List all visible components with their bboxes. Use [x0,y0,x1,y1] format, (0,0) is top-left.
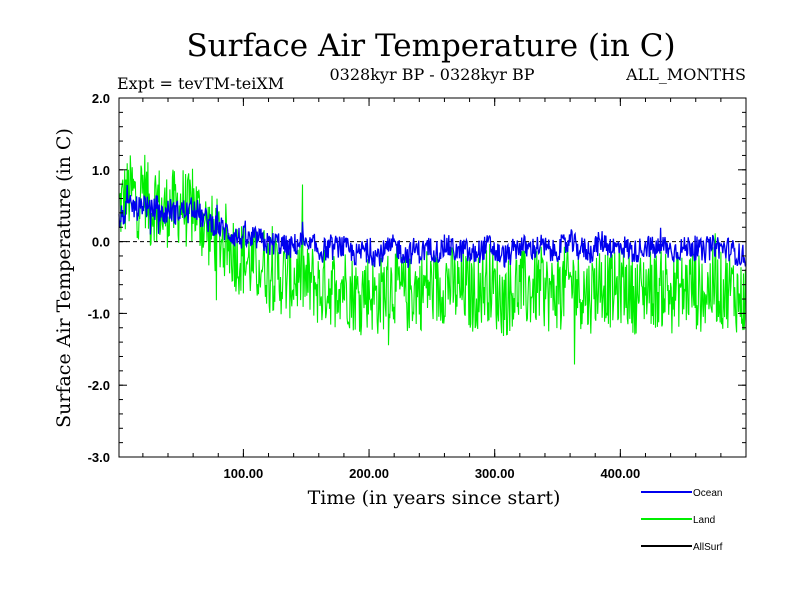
months-label: ALL_MONTHS [625,65,746,84]
y-tick-label: 2.0 [92,91,110,106]
series-ocean-line [118,184,747,269]
legend-label-allsurf: AllSurf [693,542,723,553]
x-tick-label: 100.00 [224,466,264,481]
y-tick-label: 0.0 [92,235,110,250]
y-tick-label: -2.0 [88,378,110,393]
series-land-line [118,154,747,365]
y-tick-label: -1.0 [88,306,110,321]
legend: Ocean Land AllSurf [641,488,723,553]
legend-label-land: Land [693,515,715,526]
y-tick-label: 1.0 [92,163,110,178]
experiment-label: Expt = tevTM-teiXM [117,74,284,93]
x-axis-title: Time (in years since start) [308,487,561,509]
x-tick-label: 200.00 [349,466,389,481]
plot-area [118,154,747,365]
chart-title: Surface Air Temperature (in C) [186,28,675,64]
x-tick-label: 400.00 [600,466,640,481]
period-label: 0328kyr BP - 0328kyr BP [330,65,535,84]
y-axis: 2.0 1.0 0.0 -1.0 -2.0 -3.0 [88,91,746,465]
legend-label-ocean: Ocean [693,488,722,499]
y-axis-title: Surface Air Temperature (in C) [53,128,75,428]
y-tick-label: -3.0 [88,450,110,465]
x-axis: 100.00 200.00 300.00 400.00 [142,98,722,481]
x-tick-label: 300.00 [475,466,515,481]
plot-frame [118,97,747,458]
